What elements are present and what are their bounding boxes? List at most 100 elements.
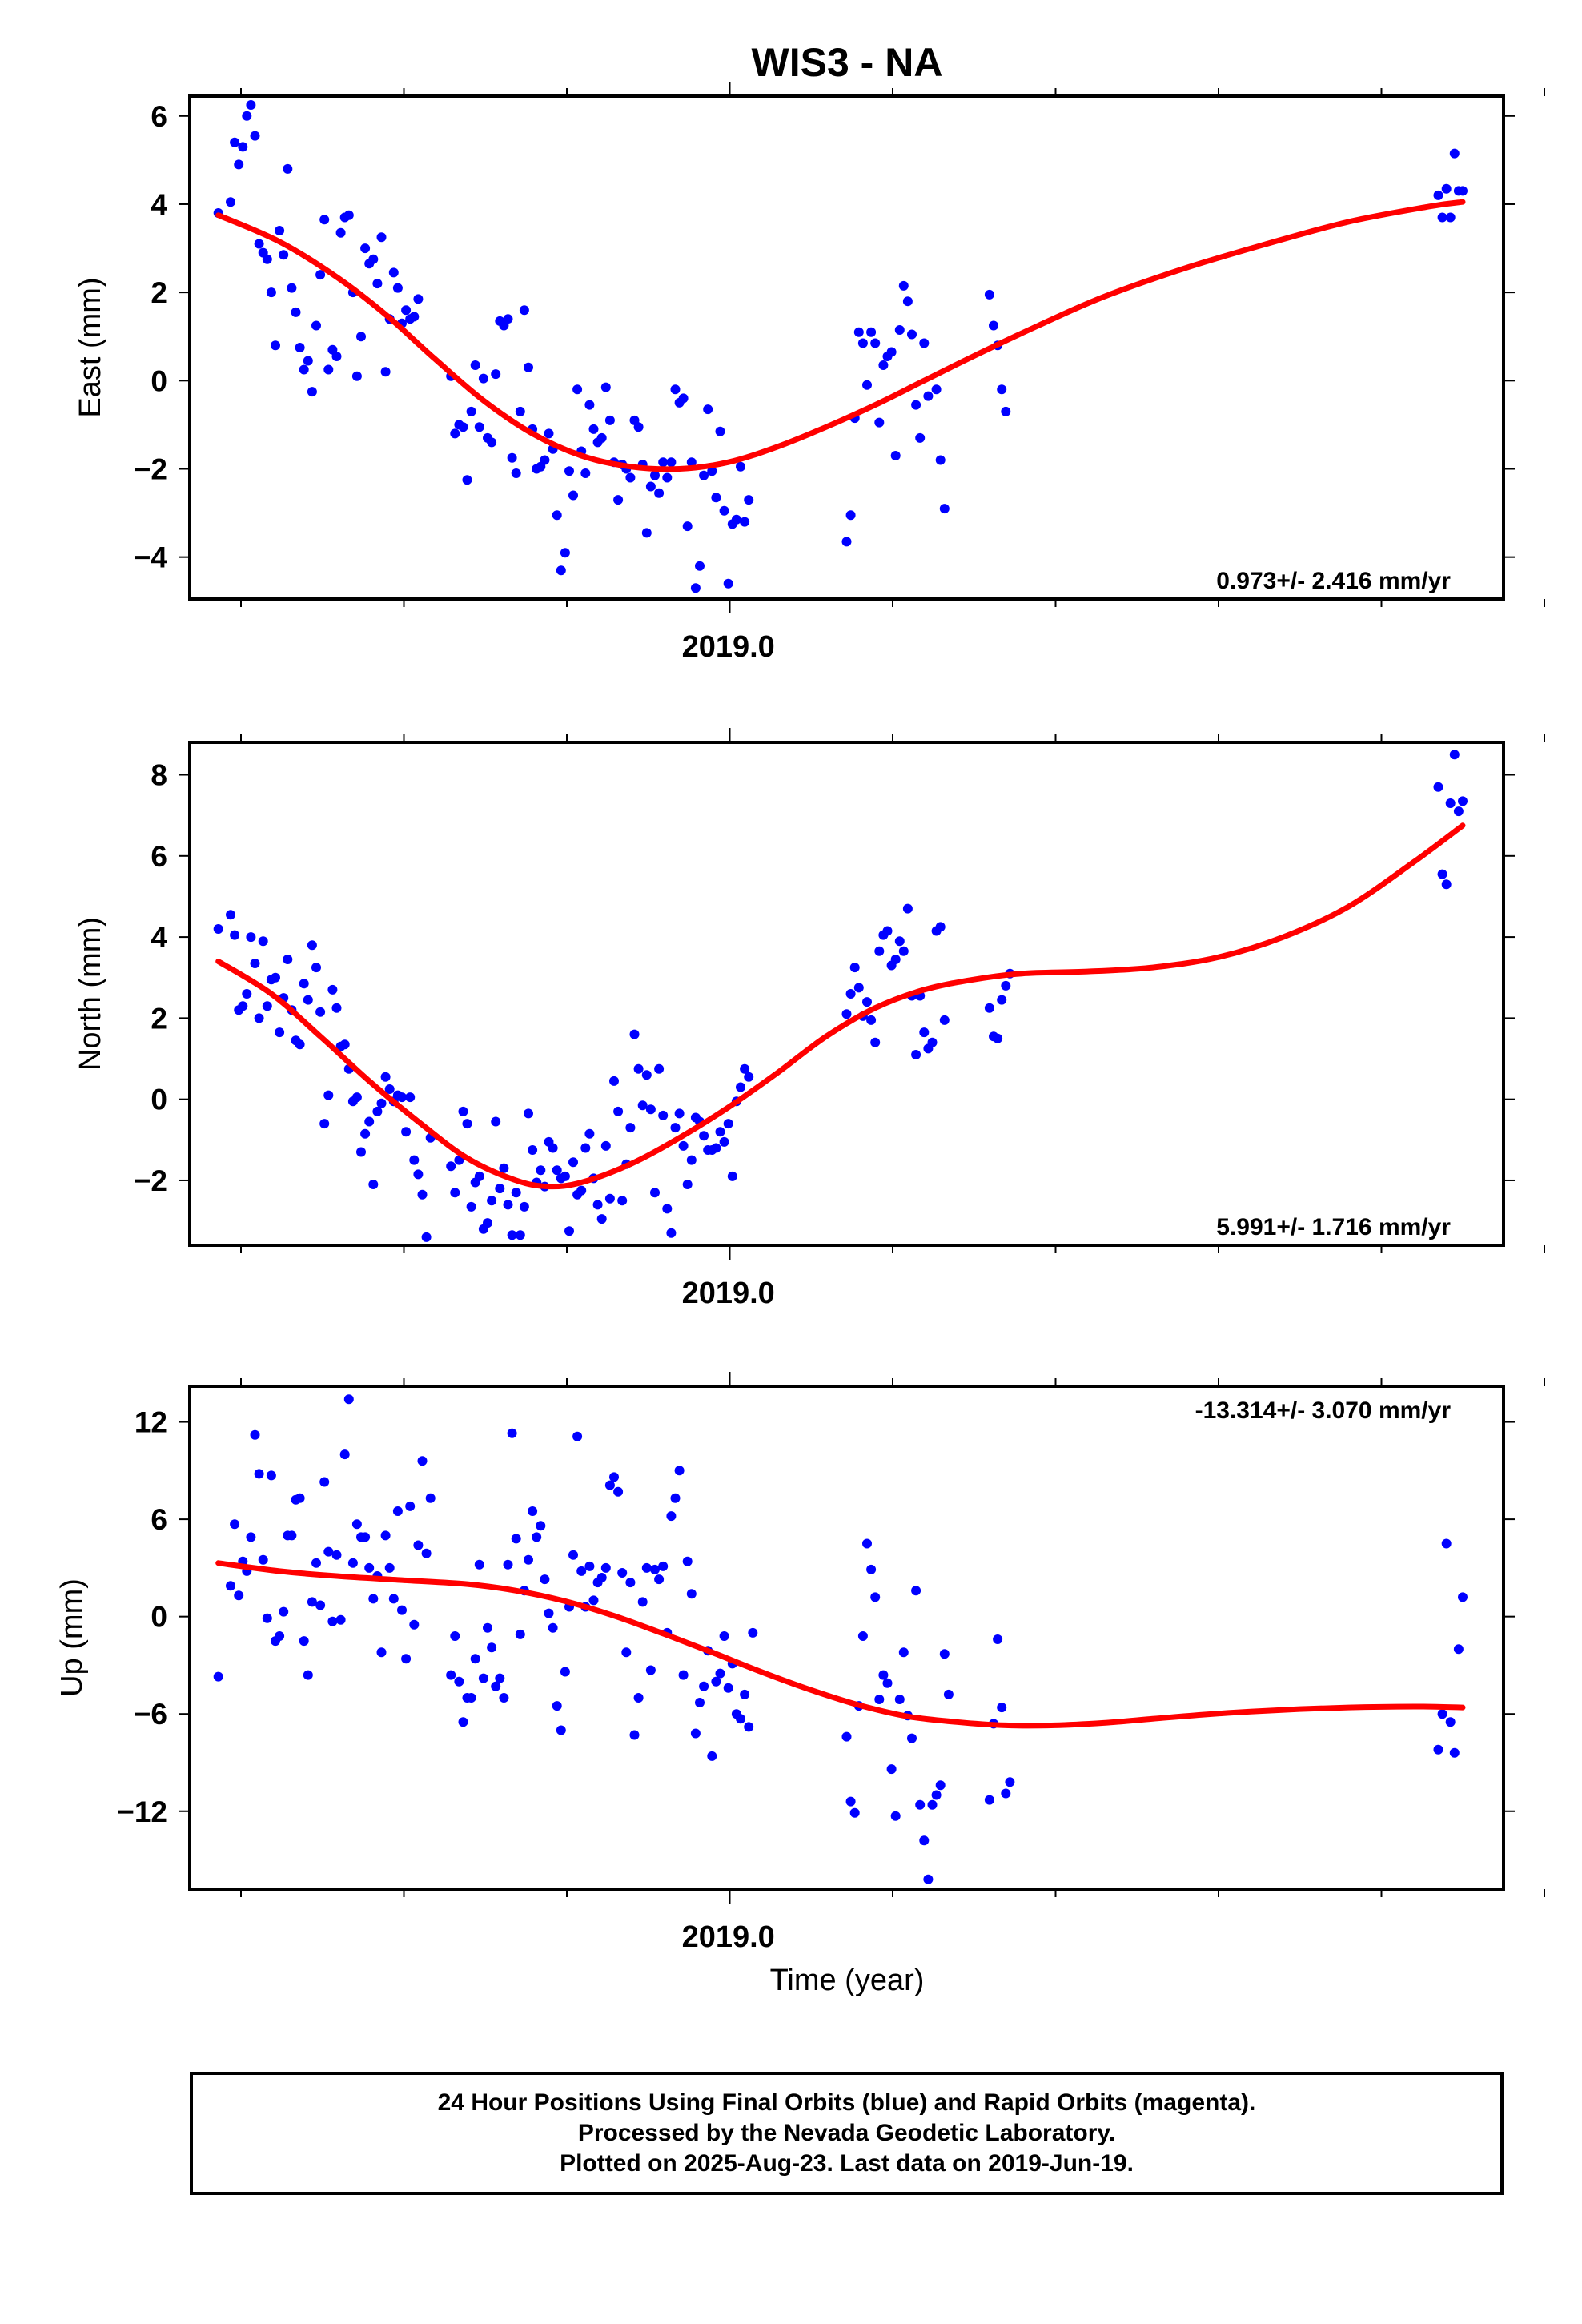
data-point [1458, 796, 1468, 806]
data-point [609, 1472, 619, 1482]
y-tick-label: 0 [151, 364, 167, 397]
data-point [666, 1228, 676, 1238]
data-point [323, 1547, 333, 1557]
data-point [687, 1589, 697, 1598]
data-point [352, 372, 362, 381]
data-point [895, 936, 905, 946]
y-tick-label: 6 [151, 840, 167, 873]
data-point [295, 1494, 305, 1503]
data-point [609, 1076, 619, 1086]
data-point [1458, 186, 1468, 195]
data-point [418, 1456, 428, 1466]
data-point [267, 287, 276, 297]
data-point [323, 365, 333, 375]
data-point [564, 466, 574, 476]
data-point [1450, 149, 1460, 159]
data-point [1446, 1717, 1456, 1727]
data-point [866, 1015, 876, 1025]
data-point [332, 1003, 342, 1013]
data-point [597, 433, 607, 443]
y-tick-label: −6 [134, 1698, 167, 1731]
data-point [997, 384, 1006, 394]
data-point [601, 383, 611, 392]
data-point [368, 255, 378, 264]
data-point [491, 369, 500, 379]
data-point [691, 583, 701, 593]
gps-time-series-figure: WIS3 - NA 2019.0−4−20246East (mm)0.973+/… [0, 0, 1582, 2324]
y-axis-label: North (mm) [74, 917, 107, 1071]
footer-line-1: 24 Hour Positions Using Final Orbits (bl… [438, 2088, 1256, 2118]
data-point [255, 239, 264, 249]
data-point [413, 294, 423, 304]
data-point [887, 348, 897, 357]
data-point [1438, 1709, 1447, 1719]
data-point [744, 495, 753, 505]
data-point [536, 1521, 545, 1530]
data-point [556, 1726, 566, 1735]
data-point [899, 1647, 909, 1657]
data-point [846, 989, 856, 999]
data-point [475, 422, 484, 432]
data-point [295, 1039, 305, 1049]
data-point [242, 111, 251, 121]
data-point [891, 955, 901, 964]
data-point [389, 1594, 399, 1603]
data-point [1446, 798, 1456, 808]
data-point [548, 1623, 558, 1633]
data-point [234, 159, 243, 169]
data-point [483, 1623, 492, 1633]
data-point [491, 1682, 500, 1691]
data-point [903, 296, 913, 306]
data-point [716, 1127, 725, 1136]
data-point [720, 506, 729, 516]
data-point [630, 1030, 640, 1039]
data-point [642, 1070, 652, 1080]
data-point [858, 339, 868, 348]
data-point [360, 243, 370, 253]
data-point [1442, 184, 1452, 194]
data-point [409, 1620, 419, 1630]
data-point [944, 1690, 954, 1699]
data-point [319, 215, 329, 224]
data-point [520, 1202, 529, 1212]
data-point [372, 279, 382, 288]
y-axis-label: Up (mm) [55, 1578, 89, 1697]
data-point [605, 416, 615, 425]
data-point [679, 1671, 689, 1680]
data-points [214, 100, 1468, 593]
y-tick-label: 0 [151, 1601, 167, 1634]
data-point [621, 1647, 631, 1657]
data-point [413, 1169, 423, 1179]
data-point [568, 491, 578, 501]
data-point [540, 456, 549, 465]
footer-line-3: Plotted on 2025-Aug-23. Last data on 201… [560, 2149, 1134, 2179]
data-point [214, 1672, 223, 1682]
data-point [646, 1666, 656, 1675]
data-point [589, 1595, 599, 1605]
data-point [589, 424, 599, 434]
data-point [699, 1682, 709, 1691]
data-point [597, 1573, 607, 1582]
data-point [548, 1144, 558, 1153]
data-point [459, 422, 468, 432]
data-point [332, 352, 342, 361]
data-point [936, 1780, 946, 1790]
data-point [1454, 806, 1464, 816]
data-point [1005, 1777, 1014, 1787]
data-point [683, 1557, 693, 1566]
data-point [356, 332, 366, 341]
data-point [870, 339, 880, 348]
data-point [401, 305, 411, 315]
data-point [919, 1835, 929, 1845]
data-point [580, 468, 590, 478]
data-point [1458, 1592, 1468, 1602]
data-point [1001, 407, 1010, 416]
data-point [556, 565, 566, 575]
data-point [919, 1027, 929, 1037]
data-point [446, 1161, 456, 1171]
data-point [683, 1180, 693, 1189]
data-points [214, 1394, 1468, 1884]
y-tick-label: 4 [151, 188, 167, 221]
data-point [275, 1027, 284, 1037]
data-point [699, 1131, 709, 1140]
